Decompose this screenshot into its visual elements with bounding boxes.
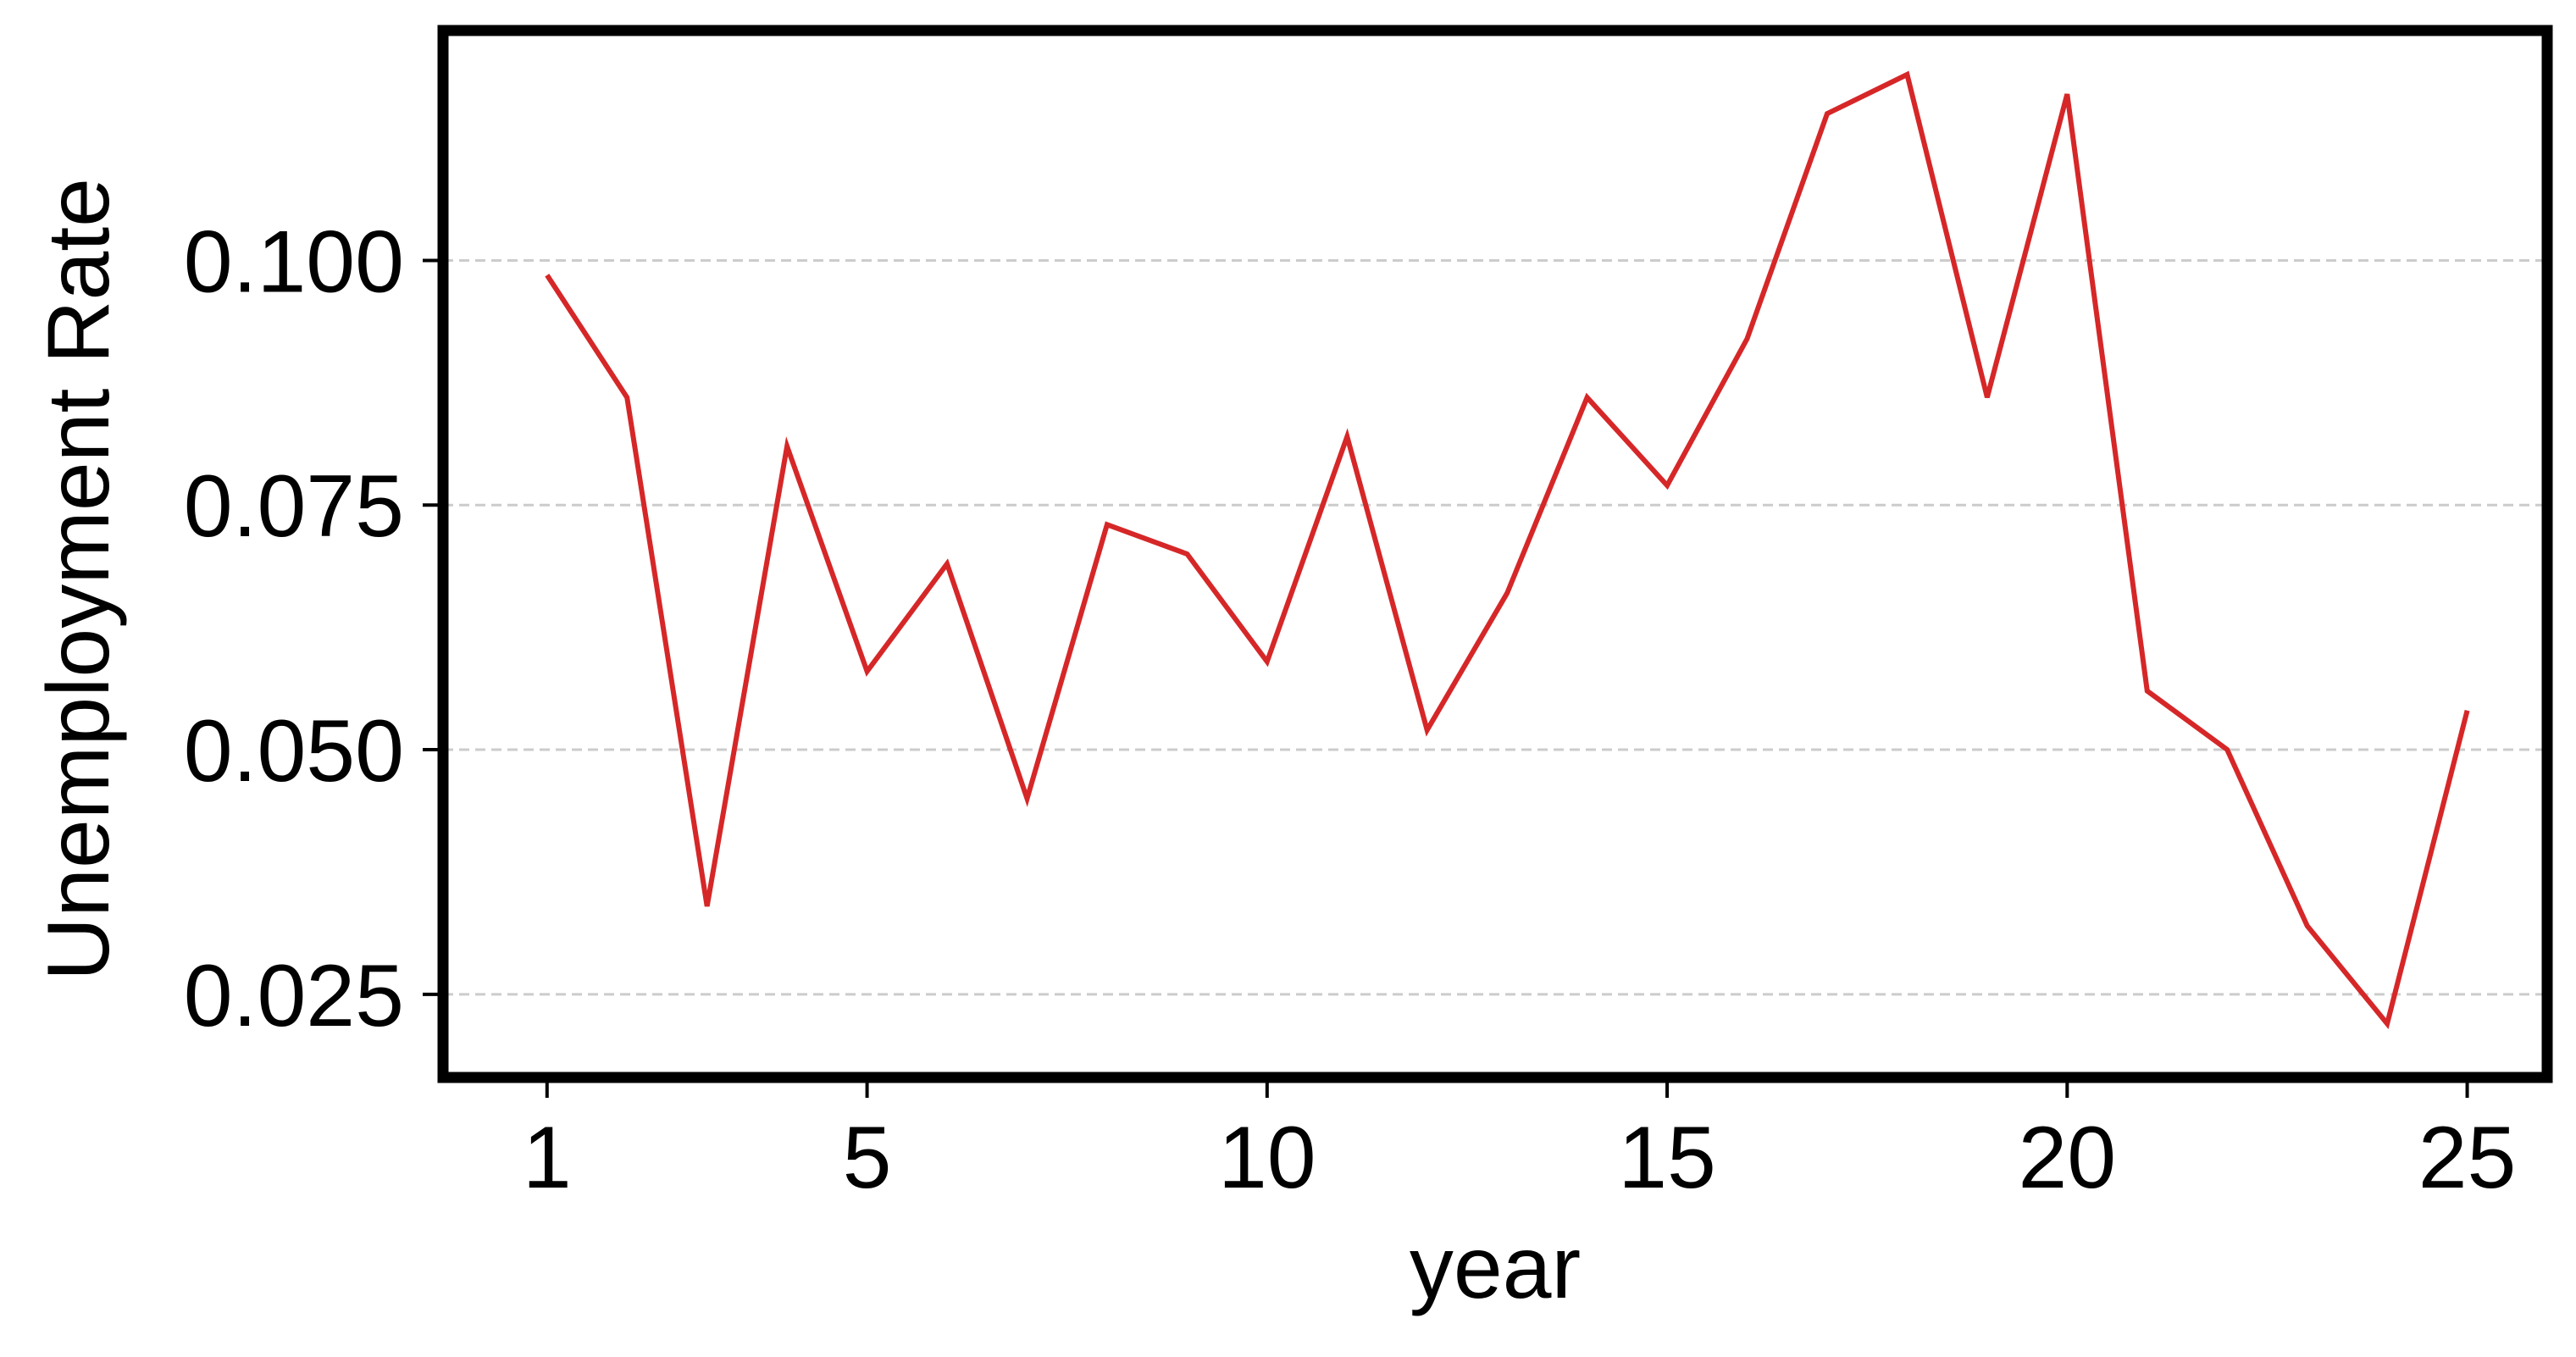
x-tick-label-4: 20 [2018,1109,2116,1207]
plot-frame [437,25,2553,1083]
x-tick-label-2: 10 [1218,1109,1316,1207]
x-tick-layer: 1 5 10 15 20 25 [523,1083,2517,1207]
y-tick-label-3: 0.100 [184,213,404,311]
y-tick-label-1: 0.050 [184,702,404,800]
grid-layer [443,258,2547,996]
y-tick-label-0: 0.025 [184,947,404,1045]
series-line-0 [545,70,2470,1029]
x-tick-label-5: 25 [2418,1109,2517,1207]
x-tick-label-1: 5 [843,1109,892,1207]
x-axis-label: year [1410,1219,1581,1317]
y-tick-label-2: 0.075 [184,457,404,556]
y-axis-label: Unemployment Rate [30,178,128,981]
x-tick-label-0: 1 [523,1109,572,1207]
y-tick-layer: 0.025 0.050 0.075 0.100 [184,213,438,1045]
series-layer [545,70,2470,1029]
x-tick-label-3: 15 [1618,1109,1716,1207]
